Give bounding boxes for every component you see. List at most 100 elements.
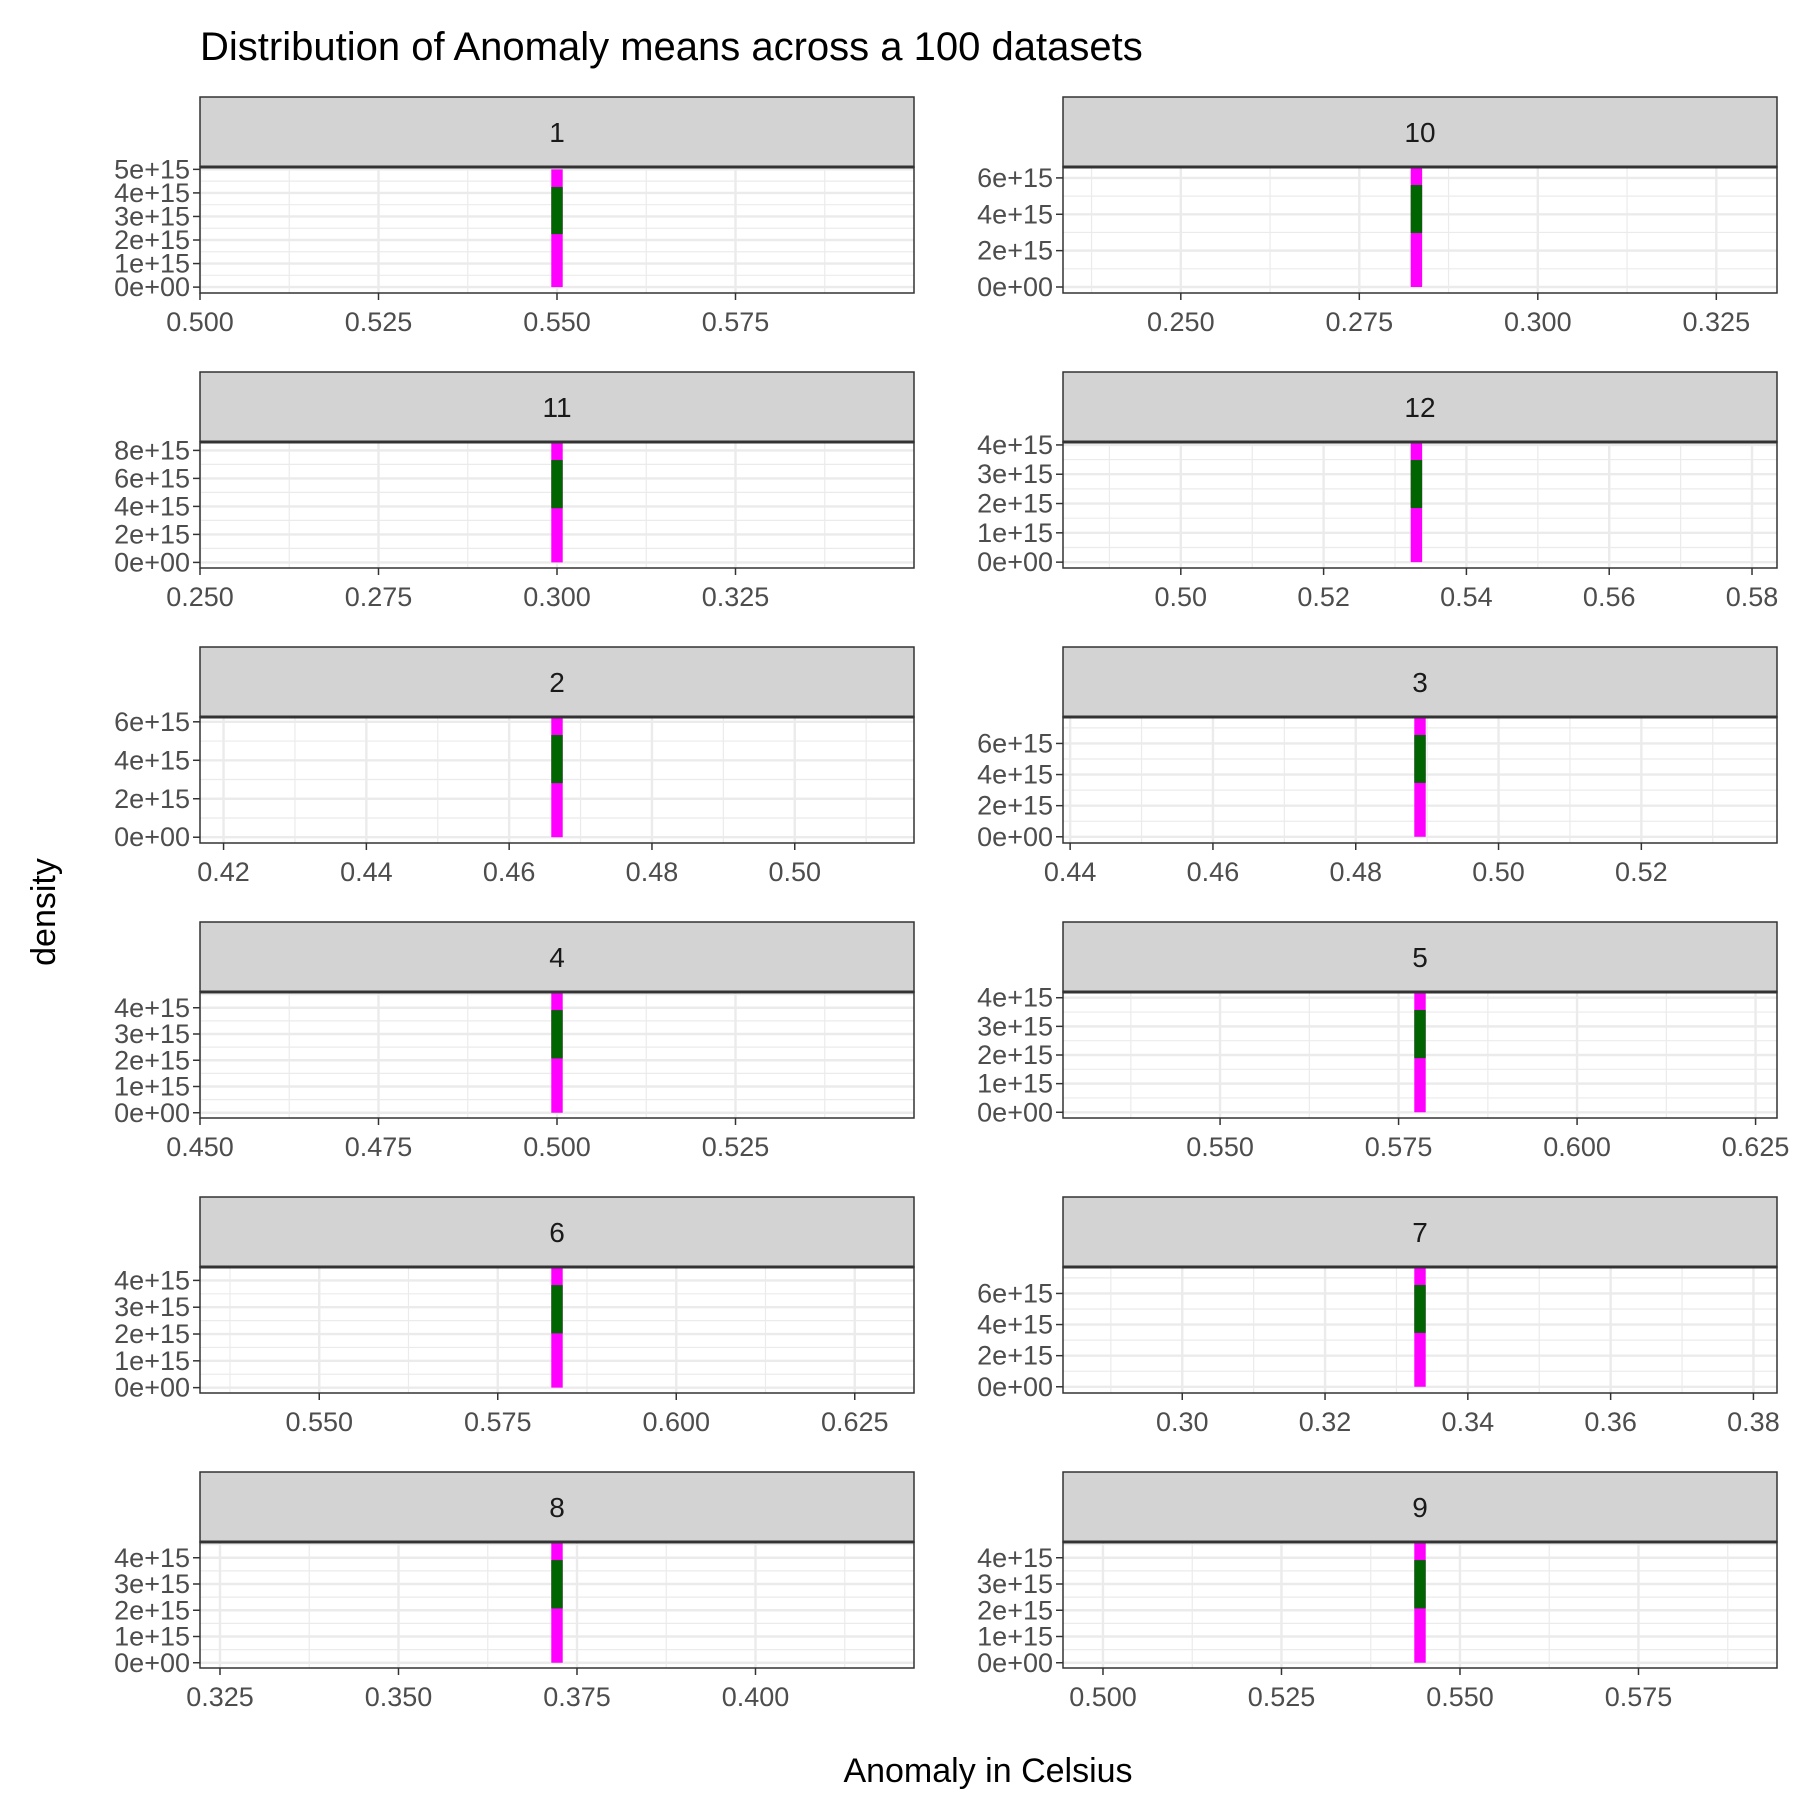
y-tick-label: 2e+15 — [977, 489, 1053, 519]
mean-segment — [1414, 1010, 1426, 1059]
y-tick-label: 0e+00 — [977, 822, 1053, 852]
y-tick-label: 2e+15 — [114, 1045, 190, 1075]
facet-strip-label: 11 — [542, 392, 571, 423]
y-tick-label: 5e+15 — [114, 154, 190, 184]
mean-segment — [1414, 1560, 1426, 1609]
chart-title: Distribution of Anomaly means across a 1… — [200, 25, 1143, 69]
x-tick-label: 0.50 — [768, 857, 821, 887]
x-tick-label: 0.550 — [1426, 1682, 1494, 1712]
x-tick-label: 0.325 — [702, 582, 770, 612]
y-tick-label: 4e+15 — [114, 178, 190, 208]
x-tick-label: 0.400 — [722, 1682, 790, 1712]
y-tick-label: 6e+15 — [977, 728, 1053, 758]
y-tick-label: 2e+15 — [114, 519, 190, 549]
x-tick-label: 0.50 — [1155, 582, 1208, 612]
x-tick-label: 0.32 — [1299, 1407, 1352, 1437]
y-tick-label: 4e+15 — [114, 1265, 190, 1295]
x-tick-label: 0.500 — [1069, 1682, 1137, 1712]
y-tick-label: 2e+15 — [114, 1319, 190, 1349]
y-tick-label: 3e+15 — [114, 1292, 190, 1322]
mean-segment — [1414, 734, 1426, 783]
mean-segment — [551, 735, 563, 784]
facet-strip-label: 10 — [1404, 117, 1435, 148]
y-axis-title: density — [25, 858, 63, 966]
x-tick-label: 0.275 — [345, 582, 413, 612]
y-tick-label: 3e+15 — [977, 1569, 1053, 1599]
facet-strip-label: 8 — [549, 1492, 565, 1523]
y-tick-label: 4e+15 — [977, 430, 1053, 460]
x-tick-label: 0.250 — [1147, 307, 1215, 337]
x-tick-label: 0.42 — [197, 857, 250, 887]
x-tick-label: 0.525 — [702, 1132, 770, 1162]
x-tick-label: 0.52 — [1297, 582, 1350, 612]
x-tick-label: 0.575 — [464, 1407, 532, 1437]
x-tick-label: 0.44 — [340, 857, 393, 887]
y-tick-label: 6e+15 — [114, 463, 190, 493]
y-tick-label: 0e+00 — [977, 272, 1053, 302]
x-tick-label: 0.550 — [1186, 1132, 1254, 1162]
facet-strip — [199, 1471, 915, 1543]
y-tick-label: 1e+15 — [114, 1072, 190, 1102]
x-tick-label: 0.375 — [543, 1682, 611, 1712]
x-tick-label: 0.525 — [345, 307, 413, 337]
facet-panel-10: 10 0e+00 2e+15 4e+15 6e+15 0.250 0.275 0.300 0.3… — [977, 96, 1778, 337]
y-tick-label: 8e+15 — [114, 435, 190, 465]
y-tick-label: 2e+15 — [977, 1341, 1053, 1371]
y-tick-label: 2e+15 — [114, 784, 190, 814]
x-tick-label: 0.52 — [1615, 857, 1668, 887]
mean-segment — [551, 1285, 563, 1334]
y-tick-label: 2e+15 — [977, 1595, 1053, 1625]
facet-strip-label: 9 — [1412, 1492, 1428, 1523]
x-tick-label: 0.50 — [1472, 857, 1525, 887]
facet-strip-label: 6 — [549, 1217, 565, 1248]
facet-strip-label: 3 — [1412, 667, 1428, 698]
facet-strip — [1062, 371, 1778, 443]
y-tick-label: 6e+15 — [977, 1278, 1053, 1308]
y-tick-label: 4e+15 — [114, 491, 190, 521]
y-tick-label: 0e+00 — [114, 272, 190, 302]
x-tick-label: 0.30 — [1156, 1407, 1209, 1437]
y-tick-label: 6e+15 — [114, 707, 190, 737]
facet-strip — [1062, 96, 1778, 168]
y-tick-label: 3e+15 — [114, 1019, 190, 1049]
x-tick-label: 0.450 — [166, 1132, 234, 1162]
x-tick-label: 0.48 — [1329, 857, 1382, 887]
x-tick-label: 0.250 — [166, 582, 234, 612]
y-tick-label: 0e+00 — [114, 547, 190, 577]
y-tick-label: 4e+15 — [114, 993, 190, 1023]
facet-strip — [1062, 1196, 1778, 1268]
x-tick-label: 0.34 — [1442, 1407, 1495, 1437]
y-tick-label: 2e+15 — [977, 791, 1053, 821]
facet-strip — [199, 921, 915, 993]
mean-segment — [1410, 185, 1423, 233]
x-axis-title: Anomaly in Celsius — [843, 1752, 1132, 1790]
y-tick-label: 0e+00 — [114, 1648, 190, 1678]
y-tick-label: 4e+15 — [977, 199, 1053, 229]
x-tick-label: 0.300 — [523, 582, 591, 612]
x-tick-label: 0.575 — [1605, 1682, 1673, 1712]
x-tick-label: 0.300 — [1504, 307, 1572, 337]
facet-strip-label: 4 — [549, 942, 565, 973]
x-tick-label: 0.550 — [523, 307, 591, 337]
y-tick-label: 3e+15 — [114, 201, 190, 231]
y-tick-label: 1e+15 — [114, 1346, 190, 1376]
x-tick-label: 0.46 — [1187, 857, 1240, 887]
facet-strip-label: 7 — [1412, 1217, 1428, 1248]
facet-strip — [1062, 646, 1778, 718]
x-tick-label: 0.275 — [1326, 307, 1394, 337]
x-tick-label: 0.575 — [1365, 1132, 1433, 1162]
y-tick-label: 1e+15 — [114, 249, 190, 279]
mean-segment — [551, 1010, 563, 1059]
x-tick-label: 0.575 — [702, 307, 770, 337]
x-tick-label: 0.36 — [1584, 1407, 1637, 1437]
